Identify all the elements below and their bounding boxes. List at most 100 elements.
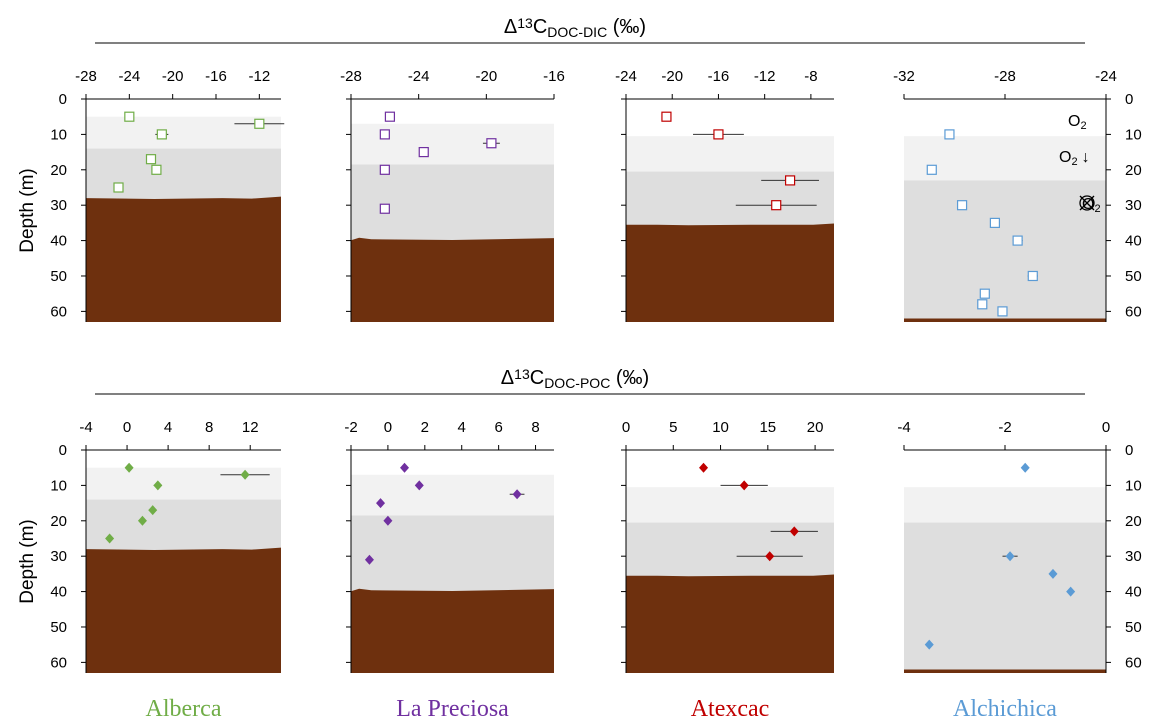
data-point xyxy=(400,462,410,473)
y-tick-label: 60 xyxy=(1125,654,1142,671)
y-tick-label: 10 xyxy=(1125,477,1142,494)
y-tick-label: 20 xyxy=(50,513,67,530)
y-axis-label: Depth (m) xyxy=(17,519,38,603)
lake-sediment xyxy=(626,574,834,673)
top_title-title: Δ13CDOC-DIC (‰) xyxy=(504,15,646,40)
data-point xyxy=(145,154,157,165)
x-tick-label: 4 xyxy=(164,419,172,436)
x-tick-label: -20 xyxy=(475,68,497,85)
data-point xyxy=(383,515,393,526)
y-tick-label: 10 xyxy=(50,126,67,143)
data-point xyxy=(418,146,429,158)
lake-name-atexcac: Atexcac xyxy=(691,696,770,722)
y-tick-label: 50 xyxy=(50,619,67,636)
x-tick-label: 5 xyxy=(669,419,677,436)
lake-sediment xyxy=(86,547,281,673)
data-point xyxy=(153,480,163,491)
y-tick-label: 50 xyxy=(1125,268,1142,285)
panel-alchichica-doc-poc: -4 -2 00 10 20 30 40 50 60 xyxy=(897,419,1142,673)
data-point xyxy=(989,217,1001,228)
lake-sediment xyxy=(86,196,281,322)
lake-name-alberca: Alberca xyxy=(146,696,222,722)
data-point xyxy=(156,129,167,140)
data-point xyxy=(739,480,749,491)
data-point xyxy=(784,175,796,186)
oxic-zone xyxy=(904,136,1106,181)
y-tick-label: 30 xyxy=(1125,548,1142,565)
lake-name-la-preciosa: La Preciosa xyxy=(396,696,509,722)
panel-la-preciosa-doc-poc: -2 0 2 4 6 8 xyxy=(344,419,554,673)
data-point xyxy=(789,526,799,537)
lake-sediment xyxy=(351,588,554,673)
data-point xyxy=(113,182,124,193)
x-tick-label: 0 xyxy=(622,419,630,436)
x-tick-label: -12 xyxy=(248,68,270,85)
y-tick-label: 50 xyxy=(1125,619,1142,636)
x-tick-label: -20 xyxy=(661,68,683,85)
panel-alchichica-doc-dic: -32 -28 -24 0 10 20 30 40 50 60 xyxy=(893,68,1142,322)
oxic-zone xyxy=(86,467,281,500)
data-point xyxy=(956,200,968,211)
panel-la-preciosa-doc-dic: -28 -24 -20 -16 xyxy=(340,68,565,322)
y-tick-label: 60 xyxy=(50,303,67,320)
data-point xyxy=(512,489,522,500)
y-tick-label: 60 xyxy=(1125,303,1142,320)
x-tick-label: -28 xyxy=(75,68,97,85)
data-point xyxy=(1012,235,1023,246)
y-tick-label: 0 xyxy=(59,91,67,108)
data-point xyxy=(379,129,390,140)
data-point xyxy=(977,299,988,310)
oxic-label: O2 xyxy=(1068,113,1087,132)
x-tick-label: -16 xyxy=(543,68,565,85)
lake-sediment xyxy=(626,223,834,322)
x-tick-label: 10 xyxy=(712,419,729,436)
x-tick-label: -16 xyxy=(205,68,227,85)
lake-sediment xyxy=(904,669,1106,673)
data-point xyxy=(254,118,265,129)
x-tick-label: -28 xyxy=(994,68,1016,85)
y-tick-label: 0 xyxy=(1125,91,1133,108)
x-tick-label: -24 xyxy=(615,68,637,85)
panel-atexcac-doc-poc: 0 5 10 15 20 xyxy=(621,419,834,673)
data-point xyxy=(137,515,147,526)
x-tick-label: 2 xyxy=(421,419,429,436)
panel-atexcac-doc-dic: -24 -20 -16 -12 -8 xyxy=(615,68,834,322)
y-tick-label: 10 xyxy=(1125,126,1142,143)
x-tick-label: 0 xyxy=(123,419,131,436)
y-tick-label: 30 xyxy=(1125,197,1142,214)
y-tick-label: 60 xyxy=(50,654,67,671)
y-tick-label: 40 xyxy=(1125,584,1142,601)
data-point xyxy=(379,203,390,214)
data-point xyxy=(661,111,672,122)
data-point xyxy=(1066,586,1076,597)
x-tick-label: 8 xyxy=(205,419,213,436)
anoxic-zone xyxy=(904,522,1106,673)
y-tick-label: 0 xyxy=(59,442,67,459)
x-tick-label: -8 xyxy=(804,68,817,85)
data-point xyxy=(1048,568,1058,579)
y-tick-label: 0 xyxy=(1125,442,1133,459)
x-tick-label: -20 xyxy=(162,68,184,85)
x-tick-label: 8 xyxy=(531,419,539,436)
data-point xyxy=(1005,551,1015,562)
x-tick-label: 15 xyxy=(759,419,776,436)
data-point xyxy=(699,462,709,473)
data-point xyxy=(124,462,134,473)
data-point xyxy=(765,551,775,562)
x-tick-label: -24 xyxy=(408,68,430,85)
hypoxic-label: O2 ↓ xyxy=(1059,149,1090,168)
lake-sediment xyxy=(351,237,554,322)
x-tick-label: -2 xyxy=(998,419,1011,436)
oxic-zone xyxy=(86,116,281,149)
no-oxygen-circle-icon xyxy=(1079,195,1095,211)
data-point xyxy=(1027,270,1038,282)
panel-alberca-doc-dic: -28 -24 -20 -16 -12 0 10 20 30 40 50 60 xyxy=(50,68,285,322)
data-point xyxy=(944,129,955,140)
y-tick-label: 30 xyxy=(50,548,67,565)
x-tick-label: -24 xyxy=(1095,68,1117,85)
x-tick-label: 0 xyxy=(384,419,392,436)
y-tick-label: 20 xyxy=(1125,513,1142,530)
data-point xyxy=(240,469,250,480)
data-point xyxy=(1020,462,1030,473)
data-point xyxy=(926,164,937,175)
